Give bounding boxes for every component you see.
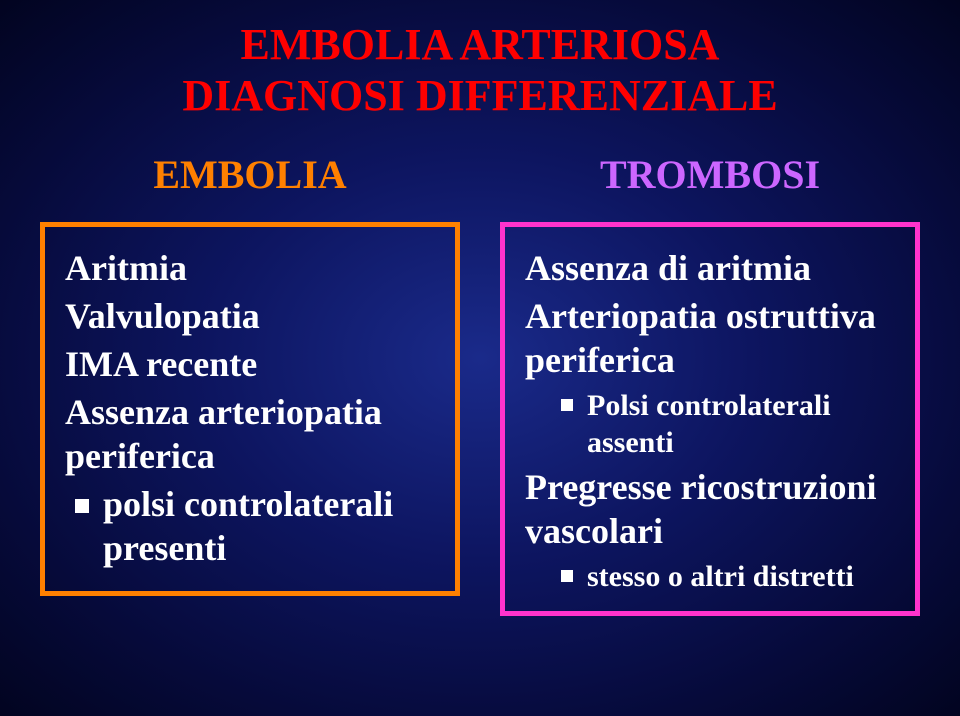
heading-embolia: EMBOLIA: [153, 151, 346, 198]
box-embolia: Aritmia Valvulopatia IMA recente Assenza…: [40, 222, 460, 595]
heading-trombosi: TROMBOSI: [600, 151, 820, 198]
title-block: EMBOLIA ARTERIOSA DIAGNOSI DIFFERENZIALE: [0, 0, 960, 121]
embolia-subitem: polsi controlaterali presenti: [103, 483, 435, 571]
embolia-item: Aritmia: [65, 247, 435, 291]
title-line-2: DIAGNOSI DIFFERENZIALE: [0, 71, 960, 122]
trombosi-item: Assenza di aritmia: [525, 247, 895, 291]
embolia-item: Valvulopatia: [65, 295, 435, 339]
trombosi-item: Arteriopatia ostruttiva periferica: [525, 295, 895, 383]
title-line-1: EMBOLIA ARTERIOSA: [0, 20, 960, 71]
box-trombosi: Assenza di aritmia Arteriopatia ostrutti…: [500, 222, 920, 616]
columns-container: EMBOLIA Aritmia Valvulopatia IMA recente…: [0, 151, 960, 616]
trombosi-subitem: stesso o altri distretti: [587, 558, 895, 596]
trombosi-subitem: Polsi controlaterali assenti: [587, 387, 895, 462]
embolia-item: IMA recente: [65, 343, 435, 387]
embolia-item: Assenza arteriopatia periferica: [65, 391, 435, 479]
trombosi-item: Pregresse ricostruzioni vascolari: [525, 466, 895, 554]
column-embolia: EMBOLIA Aritmia Valvulopatia IMA recente…: [40, 151, 460, 616]
column-trombosi: TROMBOSI Assenza di aritmia Arteriopatia…: [500, 151, 920, 616]
